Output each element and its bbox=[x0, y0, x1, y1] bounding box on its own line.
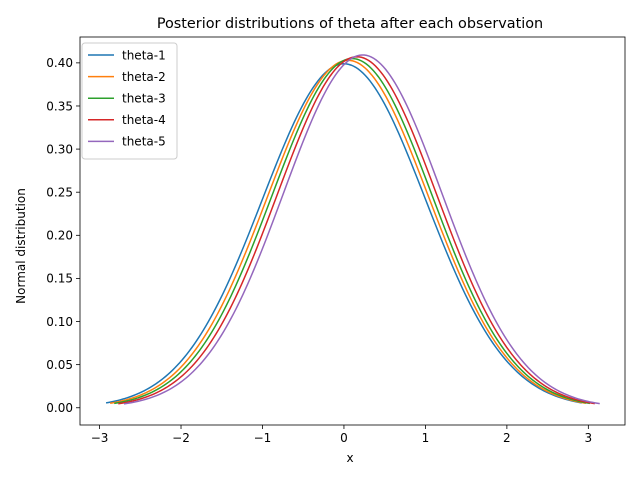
y-tick-label: 0.05 bbox=[46, 358, 73, 372]
x-tick-label: −1 bbox=[254, 431, 272, 445]
y-ticks: 0.00 0.05 0.10 0.15 0.20 0.25 0.30 0.35 0.40 bbox=[46, 56, 80, 415]
chart-title: Posterior distributions of theta after e… bbox=[157, 16, 543, 32]
y-axis-label: Normal distribution bbox=[14, 188, 28, 304]
x-tick-label: 0 bbox=[340, 431, 348, 445]
y-tick-label: 0.00 bbox=[46, 401, 73, 415]
legend-label-theta-3: theta-3 bbox=[122, 92, 166, 106]
x-tick-label: 1 bbox=[422, 431, 430, 445]
series-line-theta-4 bbox=[118, 56, 595, 405]
x-tick-label: −2 bbox=[172, 431, 190, 445]
series-line-theta-3 bbox=[114, 57, 591, 405]
legend-label-theta-2: theta-2 bbox=[122, 70, 166, 84]
y-tick-label: 0.20 bbox=[46, 229, 73, 243]
legend-label-theta-1: theta-1 bbox=[122, 48, 166, 62]
y-tick-label: 0.40 bbox=[46, 56, 73, 70]
y-tick-label: 0.10 bbox=[46, 315, 73, 329]
x-tick-label: 3 bbox=[585, 431, 593, 445]
legend-label-theta-4: theta-4 bbox=[122, 113, 166, 127]
legend-label-theta-5: theta-5 bbox=[122, 135, 166, 149]
y-tick-label: 0.30 bbox=[46, 142, 73, 156]
series-group bbox=[105, 54, 600, 405]
legend: theta-1 theta-2 theta-3 theta-4 theta-5 bbox=[81, 42, 178, 160]
series-line-theta-5 bbox=[123, 54, 600, 405]
x-axis-label: x bbox=[346, 451, 353, 465]
x-ticks: −3 −2 −1 0 1 2 3 bbox=[91, 425, 592, 445]
y-tick-label: 0.25 bbox=[46, 186, 73, 200]
plot-frame bbox=[79, 36, 626, 426]
y-tick-label: 0.35 bbox=[46, 99, 73, 113]
x-tick-label: 2 bbox=[503, 431, 511, 445]
y-tick-label: 0.15 bbox=[46, 272, 73, 286]
legend-box bbox=[81, 42, 178, 160]
x-tick-label: −3 bbox=[91, 431, 109, 445]
